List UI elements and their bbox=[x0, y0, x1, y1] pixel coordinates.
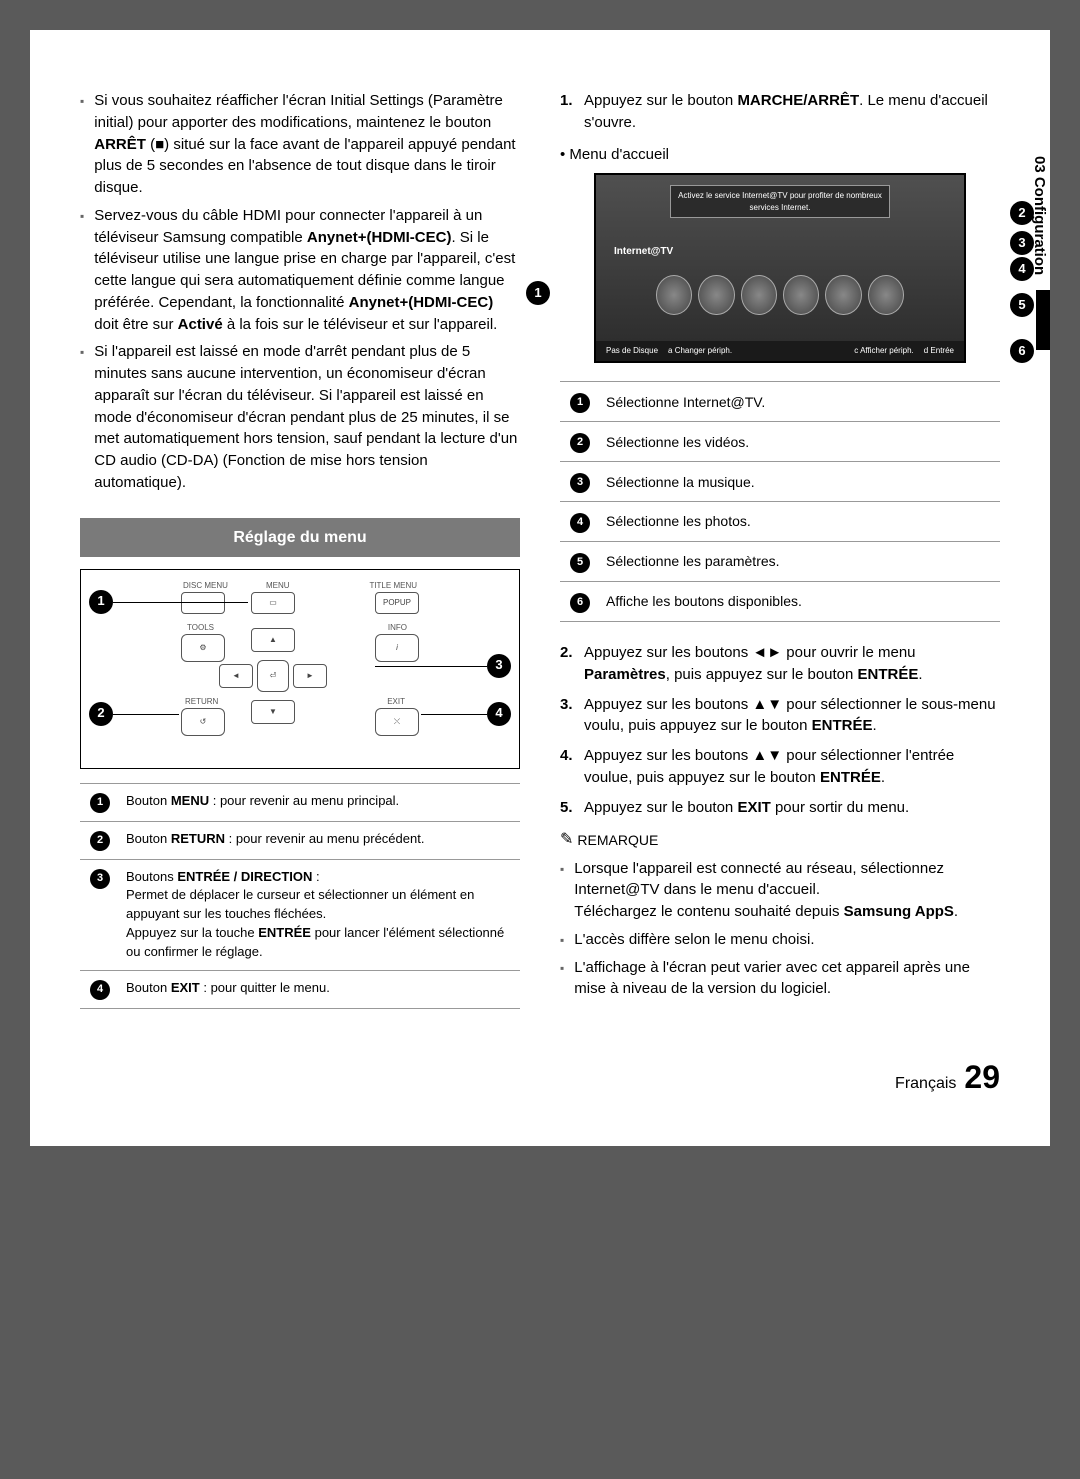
table-row: 4 Bouton EXIT : pour quitter le menu. bbox=[80, 970, 520, 1008]
callout-4: 4 bbox=[487, 702, 511, 726]
table-row: 4Sélectionne les photos. bbox=[560, 502, 1000, 542]
callout-2: 2 bbox=[89, 702, 113, 726]
left-column: Si vous souhaitez réafficher l'écran Ini… bbox=[80, 90, 520, 1009]
table-row: 2 Bouton RETURN : pour revenir au menu p… bbox=[80, 821, 520, 859]
remark-heading: REMARQUE bbox=[560, 828, 1000, 851]
table-row: 1 Bouton MENU : pour revenir au menu pri… bbox=[80, 783, 520, 821]
list-item: Servez-vous du câble HDMI pour connecter… bbox=[80, 205, 520, 336]
callout-5: 5 bbox=[1010, 293, 1034, 317]
list-item: L'accès diffère selon le menu choisi. bbox=[560, 929, 1000, 951]
table-row: 3Sélectionne la musique. bbox=[560, 462, 1000, 502]
home-icon bbox=[825, 275, 861, 315]
remote-legend-table: 1 Bouton MENU : pour revenir au menu pri… bbox=[80, 783, 520, 1009]
list-item: Lorsque l'appareil est connecté au résea… bbox=[560, 858, 1000, 923]
home-menu-legend: 1Sélectionne Internet@TV. 2Sélectionne l… bbox=[560, 381, 1000, 622]
home-icon bbox=[698, 275, 734, 315]
menu-accueil-title: Menu d'accueil bbox=[560, 144, 1000, 166]
tv-home-diagram: Activez le service Internet@TV pour prof… bbox=[594, 173, 966, 363]
tv-status-bar: Pas de Disque a Changer périph. c Affich… bbox=[596, 341, 964, 361]
remote-diagram: DISC MENU MENU TITLE MENU ▭ POPUP TOOLS … bbox=[80, 569, 520, 769]
home-icon bbox=[741, 275, 777, 315]
remark-list: Lorsque l'appareil est connecté au résea… bbox=[560, 858, 1000, 1001]
manual-page: 03 Configuration Si vous souhaitez réaff… bbox=[30, 30, 1050, 1146]
list-item: 2.Appuyez sur les boutons ◄► pour ouvrir… bbox=[560, 642, 1000, 686]
callout-3: 3 bbox=[487, 654, 511, 678]
steps-list: 1. Appuyez sur le bouton MARCHE/ARRÊT. L… bbox=[560, 90, 1000, 134]
list-item: L'affichage à l'écran peut varier avec c… bbox=[560, 957, 1000, 1001]
callout-1: 1 bbox=[89, 590, 113, 614]
table-row: 5Sélectionne les paramètres. bbox=[560, 542, 1000, 582]
home-icon bbox=[868, 275, 904, 315]
tv-notice: Activez le service Internet@TV pour prof… bbox=[670, 185, 891, 218]
notes-list: Si vous souhaitez réafficher l'écran Ini… bbox=[80, 90, 520, 494]
list-item: 4.Appuyez sur les boutons ▲▼ pour sélect… bbox=[560, 745, 1000, 789]
list-item: 1. Appuyez sur le bouton MARCHE/ARRÊT. L… bbox=[560, 90, 1000, 134]
home-icon bbox=[783, 275, 819, 315]
table-row: 3 Boutons ENTRÉE / DIRECTION : Permet de… bbox=[80, 859, 520, 970]
thumb-tab bbox=[1036, 290, 1050, 350]
table-row: 1Sélectionne Internet@TV. bbox=[560, 382, 1000, 422]
steps-list-2: 2.Appuyez sur les boutons ◄► pour ouvrir… bbox=[560, 642, 1000, 818]
home-icon bbox=[656, 275, 692, 315]
section-header: Réglage du menu bbox=[80, 518, 520, 557]
callout-1: 1 bbox=[526, 281, 550, 305]
list-item: 5.Appuyez sur le bouton EXIT pour sortir… bbox=[560, 797, 1000, 819]
table-row: 2Sélectionne les vidéos. bbox=[560, 422, 1000, 462]
right-column: 1. Appuyez sur le bouton MARCHE/ARRÊT. L… bbox=[560, 90, 1000, 1009]
callout-6: 6 bbox=[1010, 339, 1034, 363]
list-item: Si vous souhaitez réafficher l'écran Ini… bbox=[80, 90, 520, 199]
tv-internet-label: Internet@TV bbox=[614, 245, 673, 260]
page-footer: Français29 bbox=[80, 1059, 1000, 1096]
table-row: 6Affiche les boutons disponibles. bbox=[560, 582, 1000, 622]
list-item: Si l'appareil est laissé en mode d'arrêt… bbox=[80, 341, 520, 493]
list-item: 3.Appuyez sur les boutons ▲▼ pour sélect… bbox=[560, 694, 1000, 738]
